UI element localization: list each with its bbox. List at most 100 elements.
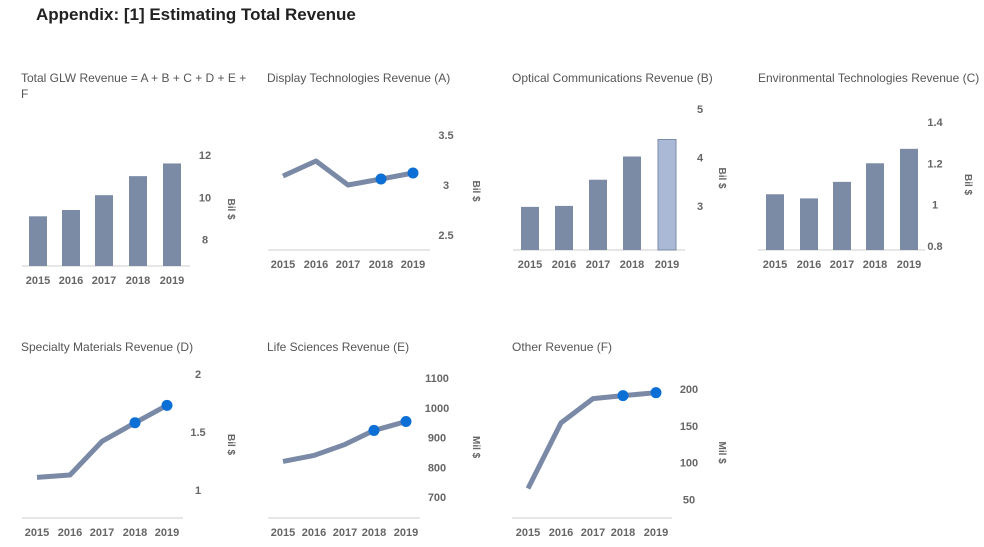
y-tick-label: 1000 xyxy=(425,403,449,415)
y-tick-label: 1.5 xyxy=(190,427,205,439)
series-line xyxy=(36,403,169,480)
x-tick-label: 2016 xyxy=(304,259,328,271)
x-tick-label: 2017 xyxy=(830,259,854,271)
y-axis-unit: Bil $ xyxy=(225,434,236,456)
bar xyxy=(900,148,918,250)
x-tick-label: 2019 xyxy=(394,527,418,539)
y-tick-label: 4 xyxy=(697,152,704,164)
bar xyxy=(833,181,851,250)
series-line xyxy=(281,158,414,188)
chart-5: 700 800 900 1000 1100 2015 2016 2017 2018 2019 Mil… xyxy=(268,373,481,539)
x-tick-label: 2015 xyxy=(271,527,295,539)
bar xyxy=(800,198,818,250)
x-tick-label: 2016 xyxy=(552,259,576,271)
series-line xyxy=(282,419,407,464)
x-tick-label: 2015 xyxy=(763,259,787,271)
chart-title-total: Total GLW Revenue = A + B + C + D + E + … xyxy=(21,71,247,101)
x-tick-label: 2017 xyxy=(581,527,605,539)
chart-1: 2.5 3 3.5 2015 2016 2017 2018 2019 Bil $ xyxy=(268,130,481,271)
x-tick-label: 2016 xyxy=(549,527,573,539)
bar xyxy=(129,176,147,266)
chart-title-specialty: Specialty Materials Revenue (D) xyxy=(21,340,194,354)
data-point-marker xyxy=(129,417,141,429)
page-title: Appendix: [1] Estimating Total Revenue xyxy=(36,5,356,24)
x-tick-label: 2017 xyxy=(586,259,610,271)
y-tick-label: 800 xyxy=(428,462,446,474)
x-tick-label: 2016 xyxy=(58,527,82,539)
x-tick-label: 2015 xyxy=(271,259,295,271)
x-tick-label: 2017 xyxy=(92,275,116,287)
y-tick-label: 1 xyxy=(195,485,201,497)
y-axis-unit: Mil $ xyxy=(716,442,727,465)
y-axis-unit: Bil $ xyxy=(962,174,973,196)
data-point-marker xyxy=(407,167,419,179)
x-tick-label: 2018 xyxy=(611,527,635,539)
y-tick-label: 10 xyxy=(199,192,211,204)
bar xyxy=(95,195,113,266)
x-tick-label: 2018 xyxy=(863,259,887,271)
bar xyxy=(521,206,539,250)
chart-0: 8 10 12 2015 2016 2017 2018 2019 Bil $ xyxy=(22,150,236,287)
y-axis-unit: Bil $ xyxy=(225,199,236,221)
data-point-marker xyxy=(368,424,380,436)
chart-title-display: Display Technologies Revenue (A) xyxy=(267,71,451,85)
x-tick-label: 2019 xyxy=(401,259,425,271)
x-tick-label: 2017 xyxy=(90,527,114,539)
data-point-marker xyxy=(161,399,173,411)
x-tick-label: 2015 xyxy=(518,259,542,271)
y-tick-label: 5 xyxy=(697,104,703,116)
bar xyxy=(62,209,80,266)
x-tick-label: 2016 xyxy=(59,275,83,287)
chart-4: 1 1.5 2 2015 2016 2017 2018 2019 Bil $ xyxy=(22,369,236,539)
bar xyxy=(657,139,677,251)
chart-6: 50 100 150 200 2015 2016 2017 2018 2019 Mil $ xyxy=(512,384,727,539)
y-axis-unit: Bil $ xyxy=(716,168,727,190)
x-tick-label: 2017 xyxy=(333,527,357,539)
y-tick-label: 150 xyxy=(680,421,698,433)
chart-2: 3 4 5 2015 2016 2017 2018 2019 Bil $ xyxy=(513,104,727,271)
x-tick-label: 2016 xyxy=(797,259,821,271)
y-tick-label: 200 xyxy=(680,384,698,396)
data-point-marker xyxy=(400,415,412,427)
x-tick-label: 2019 xyxy=(160,275,184,287)
x-tick-label: 2018 xyxy=(126,275,150,287)
x-tick-label: 2019 xyxy=(644,527,668,539)
chart-title-optical: Optical Communications Revenue (B) xyxy=(512,71,713,85)
x-tick-label: 2019 xyxy=(655,259,679,271)
x-tick-label: 2015 xyxy=(516,527,540,539)
y-tick-label: 3.5 xyxy=(438,130,453,142)
x-tick-label: 2018 xyxy=(369,259,393,271)
y-tick-label: 3 xyxy=(697,201,703,213)
y-tick-label: 12 xyxy=(199,150,211,162)
x-tick-label: 2018 xyxy=(620,259,644,271)
bar xyxy=(623,156,641,250)
x-tick-label: 2015 xyxy=(25,527,49,539)
x-tick-label: 2018 xyxy=(123,527,147,539)
chart-title-environmental: Environmental Technologies Revenue (C) xyxy=(758,71,980,85)
y-tick-label: 3 xyxy=(443,180,449,192)
y-tick-label: 8 xyxy=(202,235,208,247)
bar xyxy=(29,216,47,266)
x-tick-label: 2015 xyxy=(26,275,50,287)
y-tick-label: 2.5 xyxy=(438,230,453,242)
y-tick-label: 100 xyxy=(680,458,698,470)
data-point-marker xyxy=(650,387,662,399)
chart-title-other: Other Revenue (F) xyxy=(512,340,613,354)
x-tick-label: 2016 xyxy=(302,527,326,539)
x-tick-label: 2017 xyxy=(336,259,360,271)
y-tick-label: 900 xyxy=(428,433,446,445)
y-axis-unit: Bil $ xyxy=(470,181,481,203)
y-tick-label: 50 xyxy=(683,495,695,507)
y-tick-label: 2 xyxy=(195,369,201,381)
y-tick-label: 1 xyxy=(932,200,938,212)
bar xyxy=(555,205,573,250)
data-point-marker xyxy=(617,390,629,402)
bar xyxy=(766,194,784,250)
bar xyxy=(589,179,607,250)
bar xyxy=(866,163,884,250)
bar xyxy=(163,163,181,266)
y-tick-label: 700 xyxy=(428,492,446,504)
y-tick-label: 1.2 xyxy=(927,158,942,170)
x-tick-label: 2019 xyxy=(897,259,921,271)
